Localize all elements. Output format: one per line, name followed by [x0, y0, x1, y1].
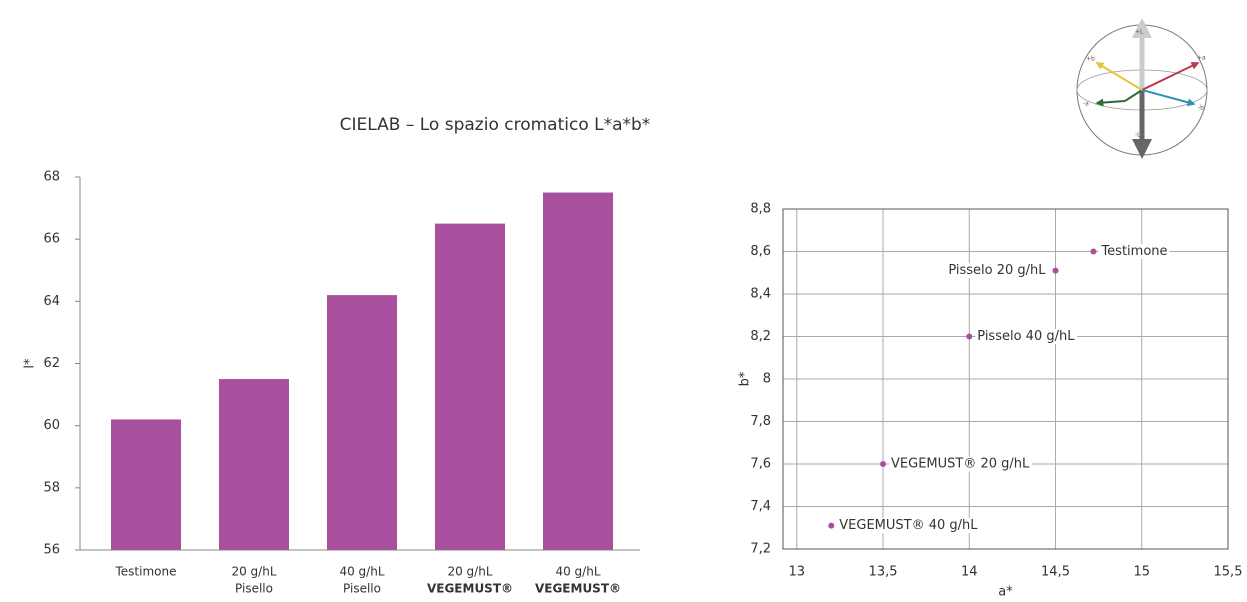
data-label: Pisselo 20 g/hL	[948, 263, 1046, 278]
bar	[111, 419, 181, 550]
y-tick-label: 8,8	[750, 202, 771, 217]
y-tick-label: 66	[43, 232, 60, 247]
axis-label: +b	[1086, 56, 1095, 63]
data-label: VEGEMUST® 20 g/hL	[891, 457, 1030, 472]
y-tick-label: 7,2	[750, 542, 771, 557]
page: CIELAB – Lo spazio cromatico L*a*b* +L -…	[0, 0, 1247, 602]
y-tick-label: 8	[763, 372, 771, 387]
point	[1090, 249, 1096, 255]
data-label: Testimone	[1100, 244, 1167, 259]
x-tick-label: 20 g/hL	[231, 565, 276, 579]
x-tick-label: 15,5	[1214, 565, 1243, 580]
x-tick-label: 13,5	[869, 565, 898, 580]
y-axis-label: b*	[738, 371, 753, 386]
y-tick-label: 64	[43, 294, 60, 309]
x-tick-label: VEGEMUST®	[535, 582, 621, 596]
y-tick-label: 56	[43, 543, 60, 558]
y-tick-label: 8,2	[750, 329, 771, 344]
data-label: VEGEMUST® 40 g/hL	[839, 518, 978, 533]
y-tick-label: 58	[43, 480, 60, 495]
point	[828, 523, 834, 529]
x-tick-label: 14	[961, 565, 978, 580]
y-tick-label: 8,6	[750, 244, 771, 259]
axis-label: -L	[1135, 132, 1141, 139]
point	[966, 334, 972, 340]
x-tick-label: 40 g/hL	[339, 565, 384, 579]
point	[880, 461, 886, 467]
y-tick-label: 68	[43, 170, 60, 185]
x-tick-label: Testimone	[115, 565, 177, 579]
y-tick-label: 7,4	[750, 499, 771, 514]
x-tick-label: 20 g/hL	[447, 565, 492, 579]
y-tick-label: 7,8	[750, 414, 771, 429]
bar	[219, 379, 289, 550]
axis-label: -b	[1198, 105, 1204, 112]
y-axis-label: l*	[23, 358, 38, 369]
y-tick-label: 62	[43, 356, 60, 371]
axis-label: -a	[1083, 101, 1089, 108]
x-tick-label: VEGEMUST®	[427, 582, 513, 596]
y-tick-label: 7,6	[750, 457, 771, 472]
y-tick-label: 60	[43, 418, 60, 433]
axis-label: +a	[1197, 55, 1206, 62]
x-tick-label: Pisello	[235, 582, 273, 596]
axis-label: +L	[1135, 29, 1144, 36]
cielab-sphere: +L -L +a -a +b -b	[1077, 22, 1207, 155]
x-tick-label: 15	[1133, 565, 1150, 580]
y-tick-label: 8,4	[750, 287, 771, 302]
x-axis-label: a*	[998, 585, 1013, 600]
point	[1053, 268, 1059, 274]
x-tick-label: 13	[789, 565, 806, 580]
x-tick-label: 14,5	[1041, 565, 1070, 580]
chart-title: CIELAB – Lo spazio cromatico L*a*b*	[340, 115, 651, 135]
x-tick-label: Pisello	[343, 582, 381, 596]
bar	[543, 193, 613, 550]
bar	[435, 224, 505, 550]
data-label: Pisselo 40 g/hL	[977, 329, 1075, 344]
bar	[327, 295, 397, 550]
x-tick-label: 40 g/hL	[555, 565, 600, 579]
